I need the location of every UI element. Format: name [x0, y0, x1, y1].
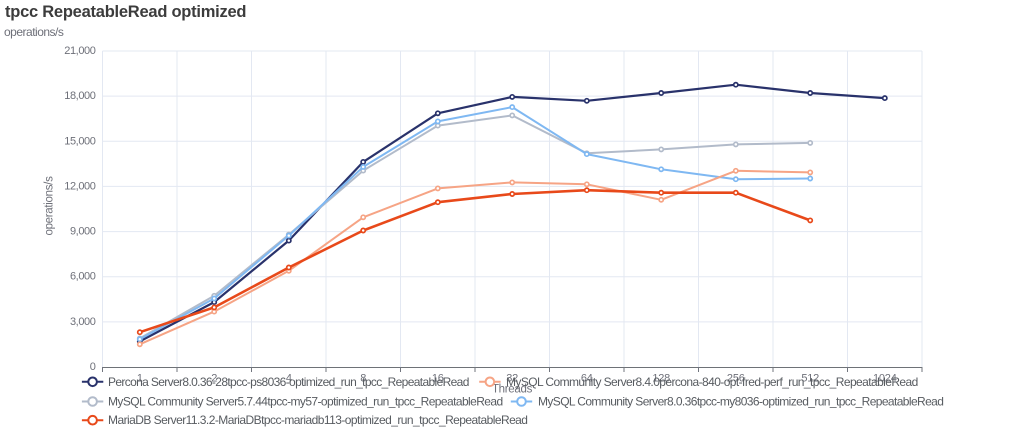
- svg-text:Threads: Threads: [492, 384, 533, 396]
- svg-text:1: 1: [137, 373, 143, 385]
- svg-text:MariaDB Server11.3.2-MariaDBtp: MariaDB Server11.3.2-MariaDBtpcc-mariadb…: [108, 413, 527, 427]
- svg-text:128: 128: [652, 373, 670, 385]
- svg-text:MySQL Community Server5.7.44tp: MySQL Community Server5.7.44tpcc-my57-op…: [108, 395, 503, 409]
- svg-text:operations/s: operations/s: [44, 176, 56, 236]
- svg-text:18,000: 18,000: [64, 90, 96, 102]
- svg-text:Percona Server8.0.36-28tpcc-ps: Percona Server8.0.36-28tpcc-ps8036-optim…: [108, 375, 469, 389]
- svg-text:9,000: 9,000: [70, 226, 96, 238]
- svg-text:MySQL Community Server8.0.36tp: MySQL Community Server8.0.36tpcc-my8036-…: [538, 395, 943, 409]
- svg-text:12,000: 12,000: [64, 180, 96, 192]
- svg-text:256: 256: [727, 373, 745, 385]
- svg-text:1024: 1024: [873, 373, 897, 385]
- svg-text:0: 0: [90, 361, 96, 373]
- svg-text:operations/s: operations/s: [4, 25, 64, 39]
- svg-text:6,000: 6,000: [70, 271, 96, 283]
- svg-text:4: 4: [286, 373, 292, 385]
- svg-text:8: 8: [360, 373, 366, 385]
- svg-text:15,000: 15,000: [64, 135, 96, 147]
- svg-text:21,000: 21,000: [64, 45, 96, 57]
- svg-text:512: 512: [801, 373, 819, 385]
- svg-text:tpcc RepeatableRead optimized: tpcc RepeatableRead optimized: [5, 3, 246, 21]
- svg-text:64: 64: [581, 373, 593, 385]
- svg-text:16: 16: [432, 373, 444, 385]
- svg-text:32: 32: [506, 373, 518, 385]
- svg-text:3,000: 3,000: [70, 316, 96, 328]
- svg-text:2: 2: [211, 373, 217, 385]
- svg-text:MySQL Community Server8.4.0per: MySQL Community Server8.4.0percona-840-o…: [506, 375, 918, 389]
